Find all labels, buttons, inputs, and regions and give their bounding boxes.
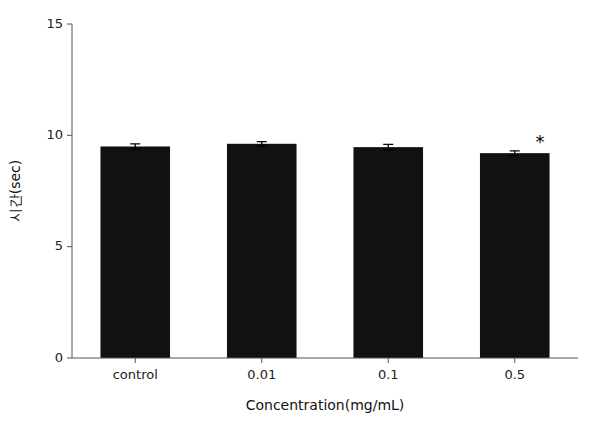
y-tick [67,246,72,247]
error-bar [383,144,393,149]
error-line [257,142,267,146]
x-tick-label: 0.5 [504,367,525,382]
x-tick-label: 0.01 [247,367,276,382]
error-bar [510,151,520,155]
error-line [383,144,393,149]
x-tick [261,358,262,363]
y-tick-label: 5 [55,238,63,253]
y-tick-label: 0 [55,350,63,365]
error-line [130,144,140,149]
axes: 0 5 10 15 control 0.01 0.1 0.5 [46,16,578,383]
y-tick [67,358,72,359]
bar [100,146,170,358]
x-tick-label: control [113,367,158,382]
x-tick [135,358,136,363]
y-tick-label: 10 [46,127,63,142]
x-tick [514,358,515,363]
x-axis-label: Concentration(mg/mL) [246,397,405,413]
significance-marker: * [536,131,545,152]
bar [480,153,550,358]
x-tick-label: 0.1 [378,367,399,382]
error-line [510,151,520,155]
bar [353,147,423,358]
y-axis-label: 시간(sec) [7,160,23,223]
y-axis-line [72,24,73,358]
chart: 0 5 10 15 control 0.01 0.1 0.5 Concentration(mg/… [0,0,600,426]
y-tick [67,135,72,136]
chart-container: 0 5 10 15 control 0.01 0.1 0.5 Concentration(mg/… [0,0,600,426]
y-tick-label: 15 [46,16,63,31]
marks [100,142,549,358]
error-bar [130,144,140,149]
x-axis-line [72,358,578,359]
x-tick [388,358,389,363]
y-tick [67,24,72,25]
error-bar [257,142,267,146]
bar [227,144,297,358]
